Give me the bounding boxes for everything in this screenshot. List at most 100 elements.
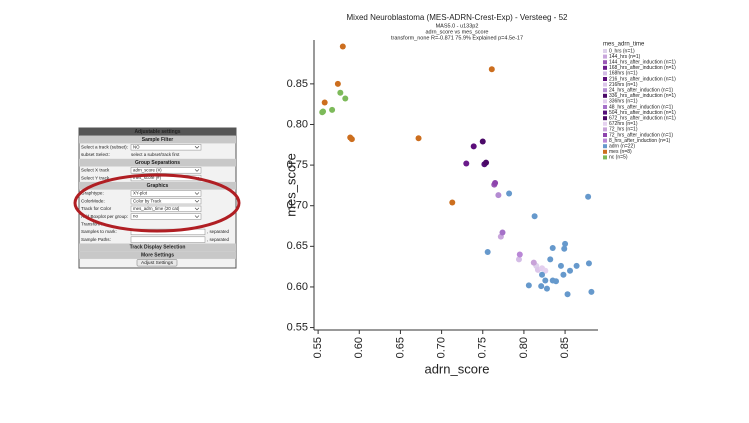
x-tick-label: 0.85 bbox=[559, 337, 571, 358]
section-heading-bg bbox=[79, 251, 236, 259]
point bbox=[337, 89, 344, 96]
point bbox=[516, 251, 523, 258]
x-tick-label: 0.65 bbox=[394, 337, 406, 358]
point bbox=[515, 256, 522, 263]
input-hint: , separated bbox=[207, 229, 230, 234]
row-label: ColorMode: bbox=[81, 198, 105, 203]
legend-label: 672_hrs_after_induction (n=1) bbox=[609, 116, 676, 122]
legend-label: 8_hrs_after_induction (n=1) bbox=[609, 138, 671, 144]
select-value[interactable]: Color by Track bbox=[133, 198, 162, 203]
legend-label: 48_hrs_after_induction (n=1) bbox=[609, 104, 673, 110]
point bbox=[543, 285, 550, 292]
text-input[interactable] bbox=[130, 236, 206, 243]
legend-label: 144_hrs (n=1) bbox=[609, 54, 641, 60]
select-box[interactable] bbox=[130, 213, 202, 220]
legend-label: 216hrs (n=1) bbox=[609, 82, 638, 88]
select-value[interactable]: mes_adrn_time (20 cat) bbox=[133, 206, 180, 211]
point bbox=[342, 95, 349, 102]
legend-swatch bbox=[603, 93, 607, 98]
point bbox=[320, 108, 327, 115]
point bbox=[479, 138, 486, 145]
section-heading: Track Display Selection bbox=[130, 245, 186, 251]
chart-title: Mixed Neuroblastoma (MES-ADRN-Crest-Exp)… bbox=[347, 13, 569, 22]
legend-swatch bbox=[603, 110, 607, 115]
select-arrow bbox=[194, 146, 200, 149]
row-label: Sample Paths: bbox=[81, 237, 111, 242]
legend-swatch bbox=[603, 127, 607, 132]
point bbox=[329, 106, 336, 113]
legend-swatch bbox=[603, 133, 607, 137]
select-value[interactable]: no bbox=[133, 214, 138, 219]
input-hint: , separated bbox=[207, 237, 230, 242]
legend-swatch bbox=[603, 99, 607, 104]
point bbox=[538, 283, 545, 290]
legend-swatch bbox=[603, 155, 607, 160]
x-tick-label: 0.70 bbox=[436, 337, 448, 358]
point bbox=[557, 262, 564, 269]
legend-label: 72_hrs_after_induction (n=1) bbox=[609, 132, 673, 138]
chart-subtitle: adrn_score vs mes_score bbox=[426, 29, 489, 35]
y-tick-label: 0.80 bbox=[287, 118, 308, 130]
point bbox=[484, 249, 491, 256]
select-box[interactable] bbox=[130, 198, 202, 205]
legend-swatch bbox=[603, 105, 607, 109]
y-tick-label: 0.65 bbox=[287, 240, 308, 252]
y-tick-label: 0.55 bbox=[287, 321, 308, 333]
select-value[interactable]: mes_score (#) bbox=[133, 175, 162, 180]
select-box[interactable] bbox=[130, 144, 202, 151]
select-box[interactable] bbox=[130, 167, 202, 174]
row-label: Samples to mark: bbox=[81, 229, 117, 234]
select-arrow bbox=[194, 192, 200, 195]
point bbox=[415, 135, 422, 142]
legend-label: mes (n=8) bbox=[609, 149, 632, 155]
section-heading-bg bbox=[79, 181, 236, 190]
point bbox=[547, 256, 554, 263]
point bbox=[321, 99, 328, 106]
point bbox=[561, 245, 568, 252]
point bbox=[530, 259, 537, 266]
select-box[interactable] bbox=[130, 205, 202, 212]
point bbox=[483, 159, 490, 166]
adjust-button[interactable]: Adjust Settings bbox=[141, 260, 174, 266]
select-arrow bbox=[194, 207, 200, 211]
legend-swatch bbox=[603, 88, 607, 93]
point bbox=[549, 244, 556, 251]
x-tick-label: 0.75 bbox=[477, 337, 489, 358]
legend-label: 72_hrs (n=1) bbox=[609, 127, 638, 133]
x-tick-label: 0.80 bbox=[518, 337, 530, 358]
section-heading-bg bbox=[79, 243, 236, 252]
point bbox=[463, 160, 470, 167]
row-label: Select X track bbox=[81, 168, 110, 173]
point bbox=[495, 192, 502, 199]
row-label: Track for Color bbox=[81, 206, 112, 211]
point bbox=[573, 262, 580, 269]
select-value[interactable]: XY-plot bbox=[133, 191, 148, 196]
point bbox=[542, 277, 549, 284]
point bbox=[588, 288, 595, 295]
panel-title: Adjustable settings bbox=[134, 129, 180, 135]
section-heading: Group Separations bbox=[135, 160, 180, 166]
y-tick-label: 0.75 bbox=[287, 159, 308, 171]
legend-label: 168_hrs_after_induction (n=1) bbox=[609, 65, 676, 71]
row-label: Transform: bbox=[81, 221, 103, 226]
section-heading: More Settings bbox=[141, 252, 174, 258]
legend-swatch bbox=[603, 82, 607, 87]
legend-label: 216_hrs_after_induction (n=1) bbox=[609, 76, 676, 82]
select-value[interactable]: NO bbox=[133, 144, 140, 149]
section-heading-bg bbox=[79, 158, 236, 167]
button-bg[interactable] bbox=[136, 259, 178, 267]
legend-label: 144_hrs_after_induction (n=1) bbox=[609, 60, 676, 66]
legend-swatch bbox=[603, 49, 607, 53]
legend-label: 672hrs (n=1) bbox=[609, 121, 638, 127]
panel-header bbox=[79, 128, 236, 136]
legend-label: 24_hrs_after_induction (n=1) bbox=[609, 88, 673, 94]
point bbox=[531, 213, 538, 220]
legend-swatch bbox=[603, 71, 607, 76]
row-label: Select Y track bbox=[81, 175, 110, 180]
select-value[interactable]: adrn_score (#) bbox=[133, 168, 162, 173]
legend-label: 336hrs (n=1) bbox=[609, 99, 638, 105]
legend-swatch bbox=[603, 149, 607, 154]
select-box[interactable] bbox=[130, 190, 202, 197]
legend-label: adrn (n=22) bbox=[609, 144, 635, 150]
